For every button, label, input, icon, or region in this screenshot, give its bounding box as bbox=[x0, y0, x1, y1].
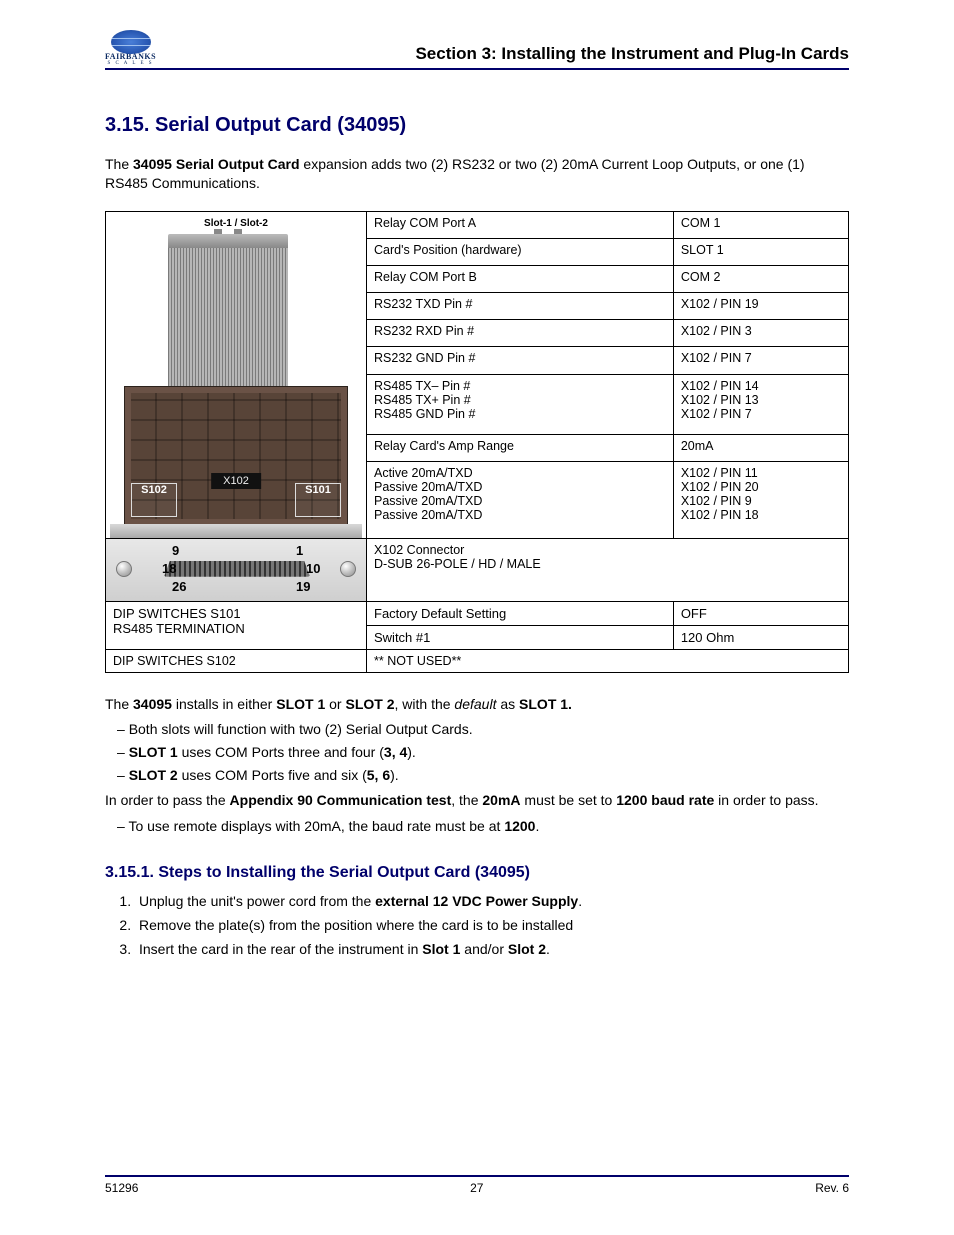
pin-number: 18 bbox=[162, 561, 176, 576]
globe-icon bbox=[111, 30, 151, 54]
dip-s101-top-value: OFF bbox=[673, 601, 848, 625]
heading-h2: 3.15. Serial Output Card (34095) bbox=[105, 114, 849, 137]
pcb-left-label: S102 bbox=[131, 483, 177, 517]
ribbon-connector-icon bbox=[168, 234, 288, 248]
table-row-label: Relay COM Port A bbox=[367, 211, 674, 238]
connector-desc: X102 Connector D-SUB 26-POLE / HD / MALE bbox=[367, 538, 849, 601]
pin-number: 26 bbox=[172, 579, 186, 594]
board-figure-cell: Slot-1 / Slot-2 S102 S101 X102 bbox=[106, 211, 367, 538]
section-title: Section 3: Installing the Instrument and… bbox=[415, 44, 849, 66]
step-1: Unplug the unit's power cord from the ex… bbox=[135, 892, 849, 912]
pin-number: 1 bbox=[296, 543, 303, 558]
heading-h3: 3.15.1. Steps to Installing the Serial O… bbox=[105, 864, 849, 882]
screw-icon bbox=[340, 561, 356, 577]
pin-number: 19 bbox=[296, 579, 310, 594]
body-li1: Both slots will function with two (2) Se… bbox=[117, 720, 849, 740]
table-row-label: Card's Position (hardware) bbox=[367, 238, 674, 265]
dip-s102-value: ** NOT USED** bbox=[367, 649, 849, 672]
table-row-value: X102 / PIN 14 X102 / PIN 13 X102 / PIN 7 bbox=[673, 374, 848, 434]
page-footer: 51296 27 Rev. 6 bbox=[105, 1175, 849, 1195]
table-row-value: X102 / PIN 3 bbox=[673, 320, 848, 347]
connector-figure-cell: 9 1 18 10 26 19 bbox=[106, 538, 367, 601]
table-row-label: Relay COM Port B bbox=[367, 266, 674, 293]
table-row-label: RS232 GND Pin # bbox=[367, 347, 674, 374]
dip-s101-top-label: Factory Default Setting bbox=[367, 601, 674, 625]
table-row-label: RS485 TX– Pin # RS485 TX+ Pin # RS485 GN… bbox=[367, 374, 674, 434]
header-rule bbox=[105, 68, 849, 70]
table-row-value: COM 1 bbox=[673, 211, 848, 238]
pinout-table: Slot-1 / Slot-2 S102 S101 X102 Relay COM… bbox=[105, 211, 849, 673]
screw-icon bbox=[116, 561, 132, 577]
pin-number: 9 bbox=[172, 543, 179, 558]
brand-logo: FAIRBANKS S C A L E S bbox=[105, 30, 156, 66]
mounting-plate-icon bbox=[110, 524, 362, 538]
step-3: Insert the card in the rear of the instr… bbox=[135, 940, 849, 960]
table-row-label: Active 20mA/TXD Passive 20mA/TXD Passive… bbox=[367, 461, 674, 538]
body-p2: In order to pass the Appendix 90 Communi… bbox=[105, 791, 849, 811]
table-row-value: X102 / PIN 19 bbox=[673, 293, 848, 320]
table-row-value: X102 / PIN 11 X102 / PIN 20 X102 / PIN 9… bbox=[673, 461, 848, 538]
pin-number: 10 bbox=[306, 561, 320, 576]
pcb-right-label: S101 bbox=[295, 483, 341, 517]
board-figure: Slot-1 / Slot-2 S102 S101 X102 bbox=[106, 212, 366, 538]
body-li2: SLOT 1 uses COM Ports three and four (3,… bbox=[117, 743, 849, 763]
pcb-center-label: X102 bbox=[211, 473, 261, 489]
table-row-label: RS232 RXD Pin # bbox=[367, 320, 674, 347]
slot-label: Slot-1 / Slot-2 bbox=[106, 218, 366, 229]
pcb-icon: S102 S101 X102 bbox=[124, 386, 348, 526]
table-row-label: RS232 TXD Pin # bbox=[367, 293, 674, 320]
body-p1: The 34095 installs in either SLOT 1 or S… bbox=[105, 695, 849, 715]
body-li3: SLOT 2 uses COM Ports five and six (5, 6… bbox=[117, 766, 849, 786]
body-li4: To use remote displays with 20mA, the ba… bbox=[117, 817, 849, 837]
body-copy: The 34095 installs in either SLOT 1 or S… bbox=[105, 695, 849, 837]
table-row-value: COM 2 bbox=[673, 266, 848, 293]
footer-rule bbox=[105, 1175, 849, 1177]
table-row-value: SLOT 1 bbox=[673, 238, 848, 265]
table-row-label: Relay Card's Amp Range bbox=[367, 434, 674, 461]
install-steps: Unplug the unit's power cord from the ex… bbox=[135, 892, 849, 959]
dsub-connector-icon bbox=[164, 561, 310, 577]
footer-left: 51296 bbox=[105, 1181, 138, 1195]
ribbon-cable-icon bbox=[168, 248, 288, 388]
connector-figure: 9 1 18 10 26 19 bbox=[106, 539, 366, 601]
table-row-value: 20mA bbox=[673, 434, 848, 461]
intro-paragraph: The 34095 Serial Output Card expansion a… bbox=[105, 155, 849, 193]
footer-right: Rev. 6 bbox=[815, 1181, 849, 1195]
dip-s101-label: DIP SWITCHES S101 RS485 TERMINATION bbox=[106, 601, 367, 649]
brand-sub: S C A L E S bbox=[107, 61, 153, 66]
step-2: Remove the plate(s) from the position wh… bbox=[135, 916, 849, 936]
dip-s101-bot-value: 120 Ohm bbox=[673, 625, 848, 649]
dip-s101-bot-label: Switch #1 bbox=[367, 625, 674, 649]
table-row-value: X102 / PIN 7 bbox=[673, 347, 848, 374]
dip-s102-label: DIP SWITCHES S102 bbox=[106, 649, 367, 672]
footer-center: 27 bbox=[470, 1181, 483, 1195]
